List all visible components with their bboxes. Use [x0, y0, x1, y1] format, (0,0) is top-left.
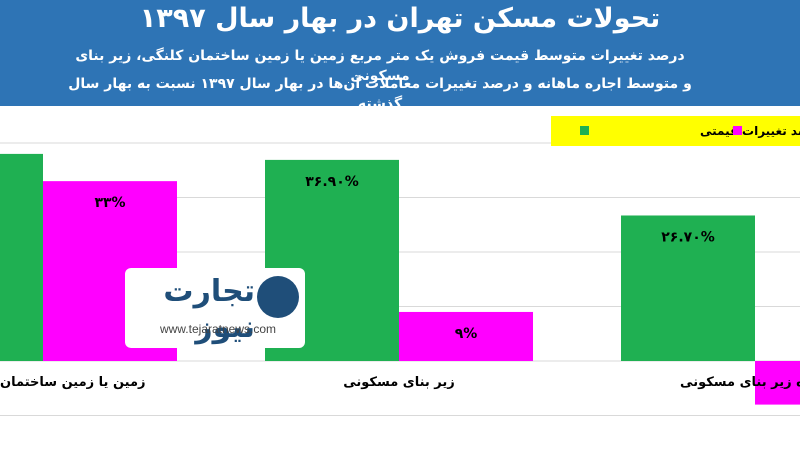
bar-chart: ۳۳% زمین یا زمین ساختمان مسکونی ۳۶.۹۰% ۹% زی… [0, 116, 800, 416]
chart-header: تحولات مسکن تهران در بهار سال ۱۳۹۷ درصد … [0, 0, 800, 112]
publisher-logo: تجارت نیوز www.tejaratnews.com [125, 268, 305, 348]
category-label: اجاره زیر بنای مسکونی [680, 375, 800, 390]
logo-name: تجارت نیوز [163, 274, 255, 345]
legend-label: درصد تغییرات قیمتی [700, 124, 800, 138]
bar [0, 153, 43, 361]
category-label: زمین یا زمین ساختمان مسکونی [0, 375, 146, 390]
legend-swatch [580, 126, 589, 135]
chart-subtitle-line-1: درصد تغییرات متوسط قیمت فروش یک متر مربع… [75, 48, 685, 84]
data-label: ۹% [455, 326, 478, 342]
data-label: ۳۳% [94, 195, 125, 211]
legend-swatch [733, 126, 742, 135]
legend-box [551, 116, 800, 146]
bar [621, 215, 755, 361]
bar [755, 361, 800, 405]
data-label: ۲۶.۷۰% [661, 229, 715, 245]
data-label: ۳۶.۹۰% [305, 174, 359, 190]
logo-url: www.tejaratnews.com [159, 322, 277, 336]
category-label: زیر بنای مسکونی [343, 375, 455, 390]
bar [399, 311, 533, 361]
chart-subtitle-line-2: و متوسط اجاره ماهانه و درصد تغییرات معام… [68, 76, 692, 112]
chart-title: تحولات مسکن تهران در بهار سال ۱۳۹۷ [139, 3, 661, 34]
logo-emblem-icon [257, 276, 299, 318]
